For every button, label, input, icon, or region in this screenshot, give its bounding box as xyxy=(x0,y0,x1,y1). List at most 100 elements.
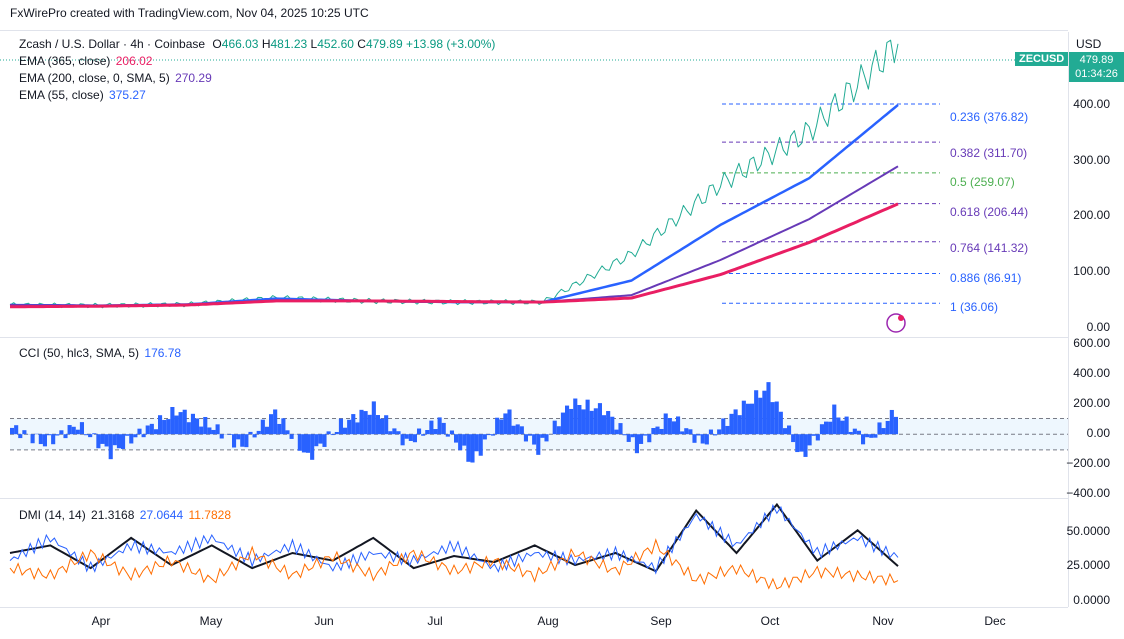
cci-bar xyxy=(634,434,639,454)
cci-bar xyxy=(741,400,746,435)
cci-tick: 200.00 xyxy=(1073,396,1110,410)
dmi-tick: 50.0000 xyxy=(1066,524,1110,538)
indicator-legend-ema365[interactable]: EMA (365, close) 206.02 xyxy=(19,54,152,68)
cci-bar xyxy=(338,418,343,435)
cci-bar xyxy=(750,403,755,435)
indicator-legend-ema200[interactable]: EMA (200, close, 0, SMA, 5) 270.29 xyxy=(19,71,212,85)
cci-bar xyxy=(515,424,520,435)
cci-bar xyxy=(367,414,372,435)
cci-bar xyxy=(610,416,615,435)
cci-bar xyxy=(774,401,779,435)
cci-bar xyxy=(433,429,438,435)
cci-bar xyxy=(507,409,512,435)
cci-bar xyxy=(232,434,237,448)
time-tick: Apr xyxy=(91,614,111,628)
symbol-legend[interactable]: Zcash / U.S. Dollar · 4h · Coinbase O466… xyxy=(19,37,495,51)
pane-divider-dmi[interactable] xyxy=(0,498,1068,499)
cci-bar xyxy=(240,434,245,447)
cci-bar xyxy=(392,428,397,435)
cci-bar xyxy=(182,409,187,435)
cci-bar xyxy=(417,428,422,435)
cci-bar xyxy=(597,403,602,435)
cci-bar xyxy=(704,434,709,445)
cci-bar xyxy=(622,434,627,436)
cci-bar xyxy=(836,417,841,435)
cci-bar xyxy=(18,434,23,439)
cci-bar xyxy=(536,434,541,455)
cci-bar xyxy=(647,434,652,443)
cci-bar xyxy=(713,434,718,436)
cci-bar xyxy=(88,434,93,438)
cci-bar xyxy=(14,425,19,435)
cci-bar xyxy=(754,390,759,435)
cci-bar xyxy=(437,417,442,435)
cci-bar xyxy=(79,422,84,435)
indicator-value: 375.27 xyxy=(109,88,146,102)
cci-bar xyxy=(745,403,750,435)
cci-bar xyxy=(503,413,508,435)
cci-bar xyxy=(227,434,232,435)
cci-legend[interactable]: CCI (50, hlc3, SMA, 5) 176.78 xyxy=(19,346,181,360)
cci-bar xyxy=(297,434,302,451)
cci-bar xyxy=(178,412,183,435)
cci-bar xyxy=(671,421,676,435)
cci-bar xyxy=(22,430,27,435)
cci-bar xyxy=(519,426,524,435)
cci-bar xyxy=(363,411,368,435)
cci-bar xyxy=(454,434,459,443)
cci-bar xyxy=(643,434,648,436)
cci-bar xyxy=(441,422,446,435)
cci-bar xyxy=(47,434,52,436)
cci-bar xyxy=(260,419,265,435)
pane-divider-cci[interactable] xyxy=(0,337,1068,338)
chart-attribution: FxWirePro created with TradingView.com, … xyxy=(10,6,369,20)
cci-bar xyxy=(482,434,487,440)
cci-bar xyxy=(815,434,820,441)
cci-bar xyxy=(708,429,713,435)
cci-bar xyxy=(104,434,109,447)
ohlc-high-label: H xyxy=(261,37,271,51)
cci-bar xyxy=(737,415,742,435)
indicator-legend-ema55[interactable]: EMA (55, close) 375.27 xyxy=(19,88,146,102)
cci-bar xyxy=(893,416,898,435)
cci-bar xyxy=(474,434,479,452)
cci-bar xyxy=(556,426,561,435)
cci-bar xyxy=(137,428,142,435)
cci-bar xyxy=(569,408,574,435)
cci-bar xyxy=(614,429,619,435)
cci-bar xyxy=(466,434,471,462)
ohlc-open-label: O xyxy=(212,37,222,51)
tradingview-logo-icon xyxy=(886,313,906,333)
cci-bar xyxy=(396,431,401,435)
cci-bar xyxy=(819,424,824,435)
symbol-title[interactable]: Zcash / U.S. Dollar · 4h · Coinbase xyxy=(19,37,206,51)
fib-label-1: 1 (36.06) xyxy=(950,300,999,314)
cci-bar xyxy=(359,409,364,435)
cci-bar xyxy=(762,390,767,435)
cci-bar xyxy=(840,420,845,435)
cci-bar xyxy=(211,429,216,435)
price-series-ema-200-close-0-sma-5- xyxy=(10,165,899,307)
cci-bar xyxy=(560,412,565,435)
time-axis-border xyxy=(0,607,1068,608)
cci-bar xyxy=(400,434,405,446)
cci-bar xyxy=(606,411,611,435)
currency-selector[interactable]: USD xyxy=(1076,37,1102,51)
cci-bar xyxy=(75,429,80,435)
cci-bar xyxy=(141,434,146,438)
cci-bar xyxy=(67,425,72,435)
cci-bar xyxy=(552,420,557,435)
cci-bar xyxy=(573,398,578,435)
cci-bar xyxy=(449,430,454,435)
dmi-legend[interactable]: DMI (14, 14) 21.3168 27.0644 11.7828 xyxy=(19,508,231,522)
bar-countdown: 01:34:26 xyxy=(1075,68,1118,80)
cci-bar xyxy=(84,434,89,436)
cci-bar xyxy=(458,434,463,451)
cci-tick: −200.00 xyxy=(1066,456,1110,470)
cci-bar xyxy=(215,424,220,435)
cci-bar xyxy=(351,414,356,435)
cci-bar xyxy=(429,420,434,435)
cci-bar xyxy=(318,434,323,444)
cci-bar xyxy=(602,415,607,435)
